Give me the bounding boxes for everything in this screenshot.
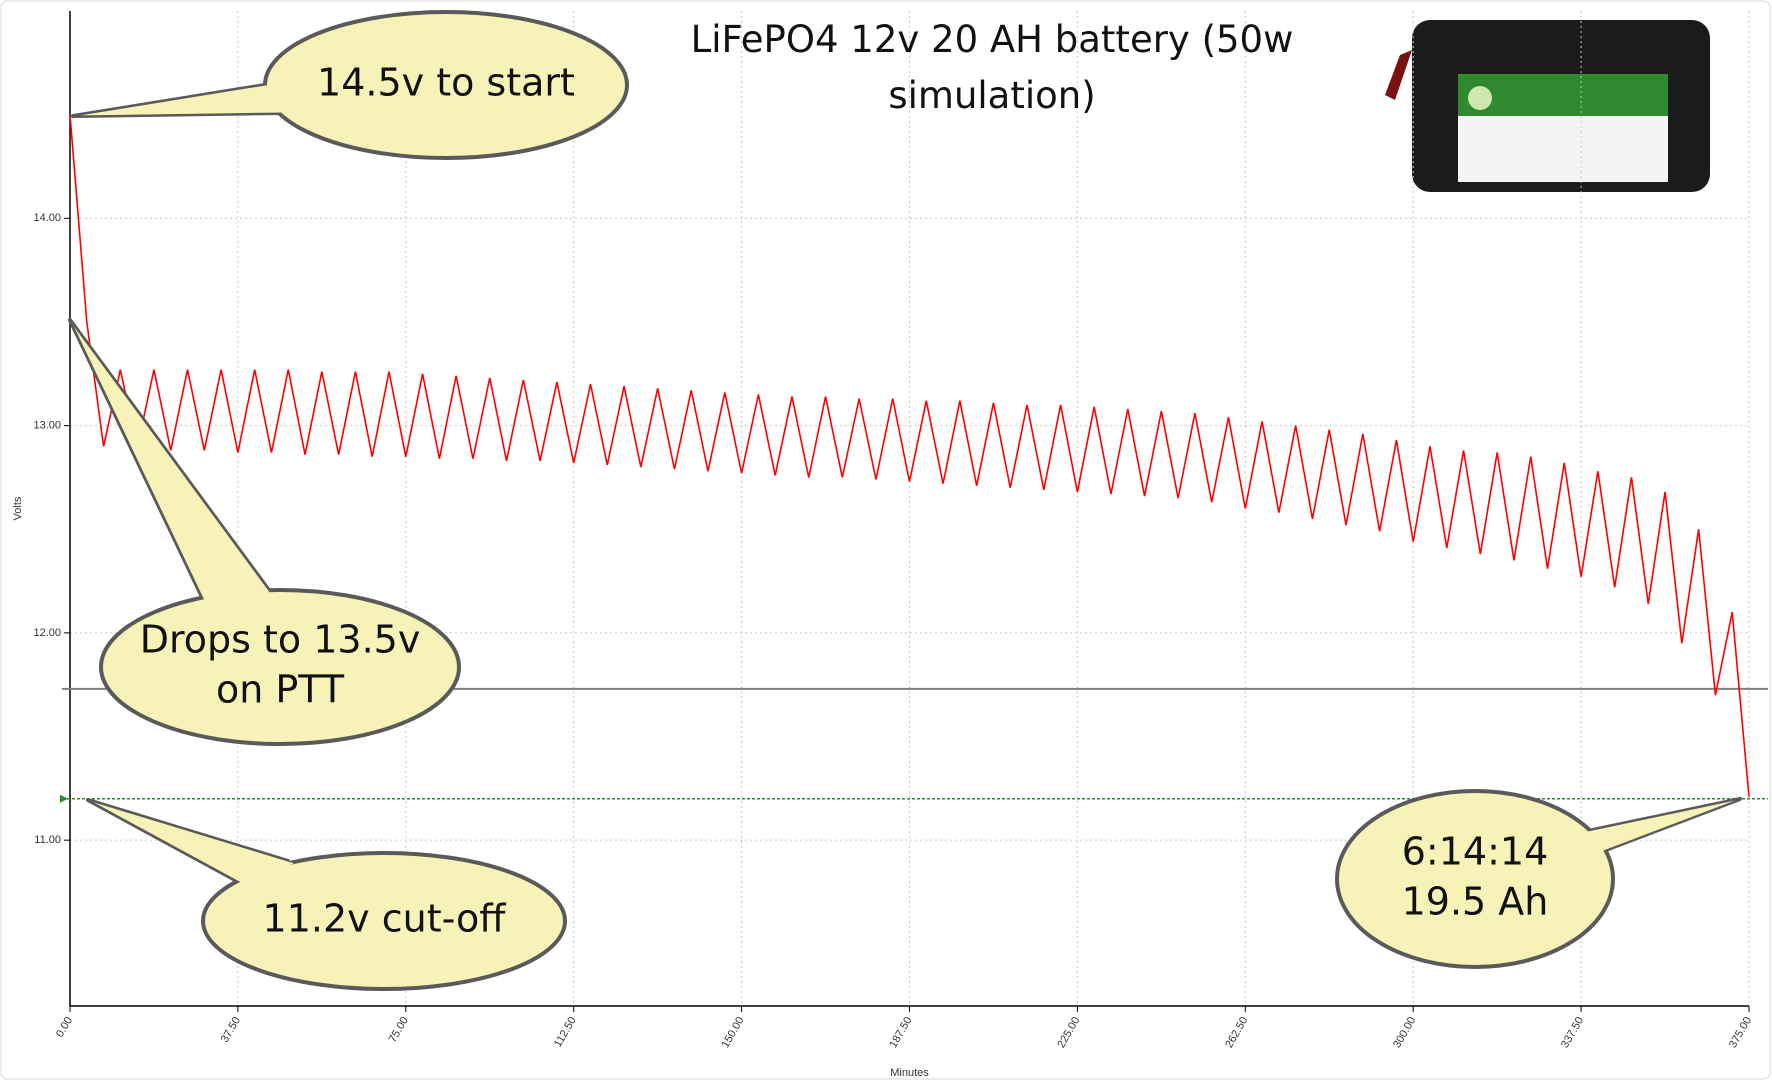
- callout-bubble: [99, 588, 461, 746]
- callout: 11.2v cut-off: [86, 798, 567, 991]
- voltage-line: [69, 114, 1750, 797]
- callout-joint: [80, 83, 291, 116]
- callout-text: 11.2v cut-off: [263, 897, 507, 941]
- callout-bubble: [1335, 789, 1615, 969]
- callout-joint: [74, 326, 276, 606]
- callout: Drops to 13.5v on PTT: [68, 318, 461, 746]
- y-tick-label: 13.00: [33, 419, 61, 431]
- battery-photo: [1385, 20, 1710, 192]
- y-tick-label: 12.00: [33, 627, 61, 639]
- reference-marker: [60, 794, 68, 803]
- callout-text: Drops to 13.5v: [140, 618, 421, 662]
- x-axis-label: Minutes: [890, 1067, 929, 1079]
- callout-bubble: [201, 851, 567, 991]
- callout-text: 6:14:14: [1402, 830, 1549, 874]
- callout-text: on PTT: [216, 668, 345, 712]
- y-tick-label: 11.00: [34, 834, 61, 846]
- y-axis-label: Volts: [12, 496, 24, 520]
- chart-title: LiFePO4 12v 20 AH battery (50w simulatio…: [690, 18, 1294, 117]
- callout-bubble: [263, 10, 629, 160]
- callout: 6:14:14 19.5 Ah: [1335, 789, 1742, 969]
- y-tick-label: 14.00: [33, 212, 61, 224]
- callout-joint: [1576, 800, 1735, 861]
- annotations: 14.5v to start Drops to 13.5v on PTT 11.2v …: [68, 10, 1742, 991]
- callout: 14.5v to start: [71, 10, 629, 160]
- callout-text: 14.5v to start: [317, 61, 575, 105]
- callout-joint: [93, 802, 294, 884]
- callout-text: 19.5 Ah: [1402, 880, 1549, 924]
